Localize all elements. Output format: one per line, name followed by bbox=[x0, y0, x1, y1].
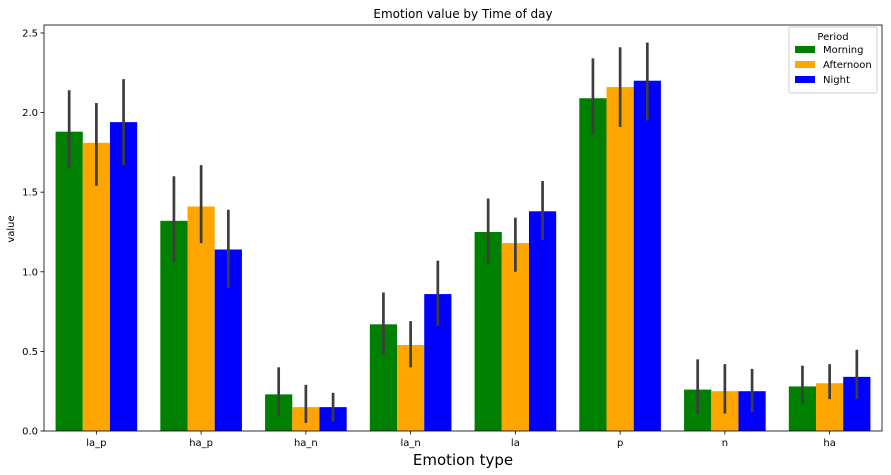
bar-night-la bbox=[528, 211, 557, 431]
y-tick-label: 2.0 bbox=[22, 108, 38, 119]
legend-title: Period bbox=[817, 32, 848, 43]
legend-label-afternoon: Afternoon bbox=[823, 60, 872, 71]
y-axis-label: value bbox=[6, 215, 17, 242]
bar-night-p bbox=[633, 80, 661, 431]
chart-title: Emotion value by Time of day bbox=[373, 7, 552, 21]
y-tick-label: 0.0 bbox=[22, 427, 38, 438]
bar-afternoon-la_p bbox=[82, 142, 110, 431]
bar-afternoon-ha_p bbox=[187, 206, 215, 431]
legend-label-morning: Morning bbox=[823, 45, 863, 56]
axes-layer: 0.0 0.5 1.0 1.5 2.0 2.5 la_p ha_p ha_n la_n la p n ha bbox=[22, 24, 883, 449]
x-tick-label: la bbox=[511, 438, 520, 449]
bar-afternoon-la bbox=[501, 243, 529, 431]
error-bars-layer bbox=[67, 42, 859, 424]
bar-morning-la bbox=[474, 231, 502, 431]
x-tick-label: ha_p bbox=[189, 438, 213, 449]
x-tick-label: ha bbox=[823, 438, 835, 449]
legend: Period Morning Afternoon Night bbox=[788, 26, 878, 94]
legend-label-night: Night bbox=[823, 75, 850, 86]
x-axis-label: Emotion type bbox=[413, 451, 513, 469]
x-tick-label: la_p bbox=[86, 438, 106, 449]
x-tick-label: p bbox=[617, 438, 623, 449]
bar-night-la_p bbox=[109, 122, 138, 431]
legend-swatch-morning bbox=[795, 46, 815, 53]
x-tick-label: la_n bbox=[401, 438, 421, 449]
x-tick-label: n bbox=[722, 438, 728, 449]
y-tick-label: 0.5 bbox=[22, 347, 38, 358]
y-tick-label: 1.5 bbox=[22, 188, 38, 199]
bars-layer bbox=[55, 80, 871, 432]
legend-swatch-night bbox=[795, 76, 815, 83]
plot-frame bbox=[43, 24, 883, 432]
legend-swatch-afternoon bbox=[795, 61, 815, 68]
bar-morning-la_p bbox=[55, 131, 83, 432]
bar-morning-p bbox=[579, 98, 607, 432]
x-tick-label: ha_n bbox=[294, 438, 318, 449]
bar-afternoon-p bbox=[606, 87, 634, 431]
y-tick-label: 1.0 bbox=[22, 267, 38, 278]
y-tick-label: 2.5 bbox=[22, 28, 38, 39]
